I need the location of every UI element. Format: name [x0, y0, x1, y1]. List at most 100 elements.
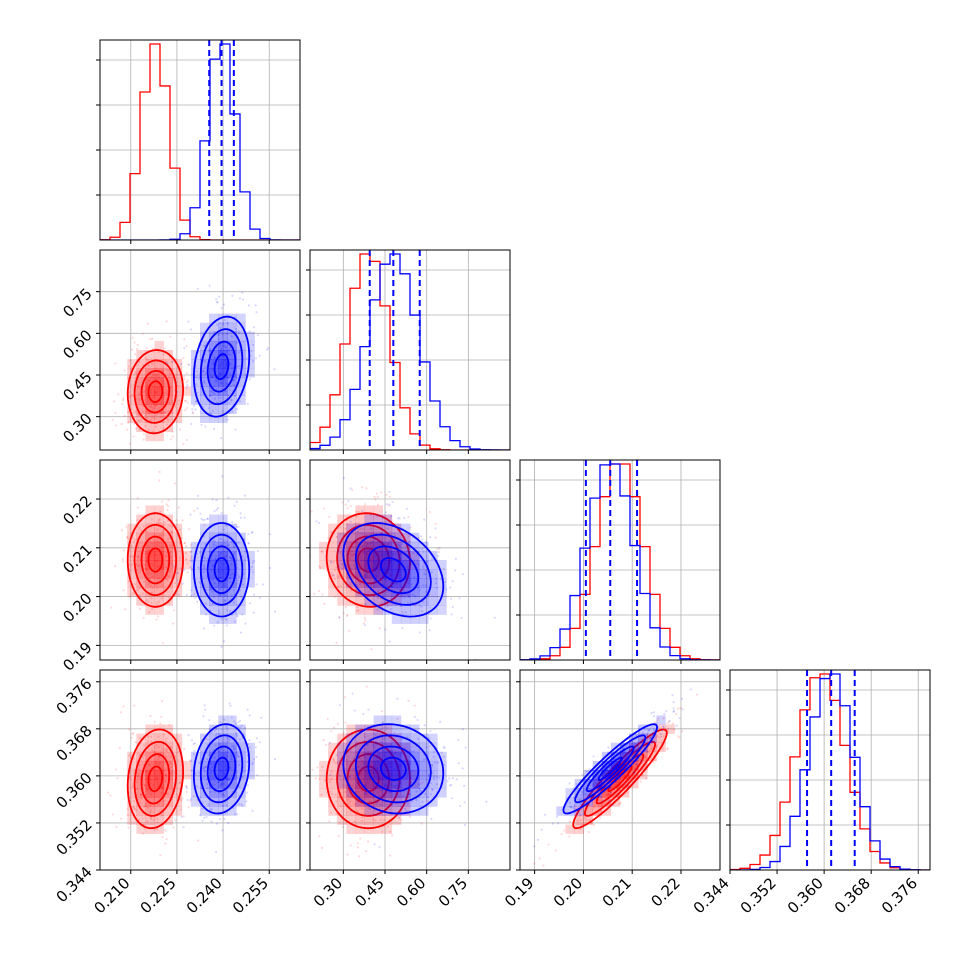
density-cell [373, 587, 384, 597]
scatter-point [236, 579, 240, 582]
scatter-point [144, 424, 147, 427]
scatter-point [588, 767, 591, 771]
density-cell [382, 550, 393, 561]
scatter-point [589, 784, 592, 787]
contour-line [597, 756, 623, 781]
density-cell [218, 596, 228, 606]
scatter-point [430, 764, 433, 767]
x-tick-label: 0.21 [599, 874, 635, 910]
scatter-point [209, 790, 212, 794]
scatter-point [442, 745, 445, 748]
scatter-point [146, 322, 149, 325]
scatter-point [349, 520, 352, 523]
density-cell [145, 824, 155, 834]
scatter-point [231, 410, 234, 413]
scatter-point [214, 734, 217, 737]
scatter-point [211, 602, 214, 605]
density-cell [410, 596, 420, 606]
scatter-point [229, 609, 232, 612]
density-cell [227, 578, 237, 588]
scatter-point [675, 724, 678, 727]
scatter-point [218, 612, 221, 615]
scatter-point [418, 631, 421, 634]
panel-1-0: 0.300.450.600.75 [59, 249, 301, 454]
density-cell [337, 779, 347, 789]
scatter-point [153, 746, 156, 749]
scatter-point [342, 777, 346, 780]
density-cell [400, 724, 411, 734]
contour-line [213, 353, 230, 381]
scatter-point [232, 748, 235, 751]
scatter-point [170, 360, 173, 364]
x-tick-label: 0.22 [647, 874, 683, 910]
scatter-point [372, 586, 376, 589]
scatter-point [398, 588, 401, 591]
contour-line [367, 745, 420, 793]
density-cell [145, 413, 155, 424]
scatter-point [107, 791, 110, 794]
scatter-point [231, 520, 234, 524]
scatter-point [245, 357, 248, 360]
density-cell [428, 751, 438, 762]
scatter-point [158, 518, 161, 521]
scatter-point [405, 507, 408, 510]
density-cell [163, 532, 174, 543]
scatter-point [232, 745, 235, 749]
scatter-point [367, 595, 370, 598]
density-cell [355, 770, 365, 780]
scatter-point [137, 419, 140, 423]
panel-frame [519, 459, 721, 661]
scatter-point [650, 742, 654, 745]
scatter-point [163, 411, 166, 414]
density-cell [665, 724, 675, 734]
scatter-point [338, 775, 341, 778]
density-cell [209, 569, 219, 579]
scatter-point [384, 521, 387, 524]
contour-line [607, 765, 633, 793]
density-cell [337, 815, 347, 825]
scatter-point [386, 825, 390, 828]
scatter-point [165, 423, 168, 426]
scatter-point [203, 523, 206, 527]
density-cell [236, 760, 246, 771]
scatter-point [138, 594, 142, 597]
density-cell [364, 514, 374, 524]
scatter-point [156, 615, 160, 618]
scatter-point [138, 772, 141, 776]
density-cell [346, 550, 356, 561]
scatter-point [161, 700, 164, 703]
density-cell [136, 770, 146, 780]
scatter-point [146, 416, 149, 419]
scatter-point [201, 405, 205, 408]
density-cell [419, 788, 429, 798]
scatter-point [350, 567, 353, 570]
scatter-point [230, 594, 233, 597]
density-cell [154, 350, 164, 360]
density-cell [382, 779, 393, 789]
density-cell [638, 742, 648, 753]
scatter-point [203, 816, 206, 819]
scatter-point [256, 549, 259, 553]
scatter-point [137, 768, 140, 771]
scatter-point [175, 793, 179, 796]
scatter-point [195, 370, 198, 373]
scatter-point [164, 740, 167, 743]
scatter-point [277, 565, 279, 567]
density-cell [328, 797, 338, 807]
scatter-point [357, 855, 361, 858]
contour-line [585, 745, 635, 793]
scatter-point [563, 829, 566, 832]
scatter-point [148, 804, 151, 807]
scatter-point [147, 428, 150, 432]
scatter-point [191, 412, 195, 415]
density-cell [373, 532, 384, 543]
density-cell [172, 751, 183, 762]
scatter-point [415, 799, 418, 802]
scatter-point [216, 506, 220, 510]
scatter-point [398, 544, 401, 548]
density-cell [364, 751, 374, 762]
density-cell [346, 541, 356, 552]
scatter-point [186, 562, 189, 565]
scatter-point [163, 414, 167, 417]
density-cell [373, 806, 384, 816]
